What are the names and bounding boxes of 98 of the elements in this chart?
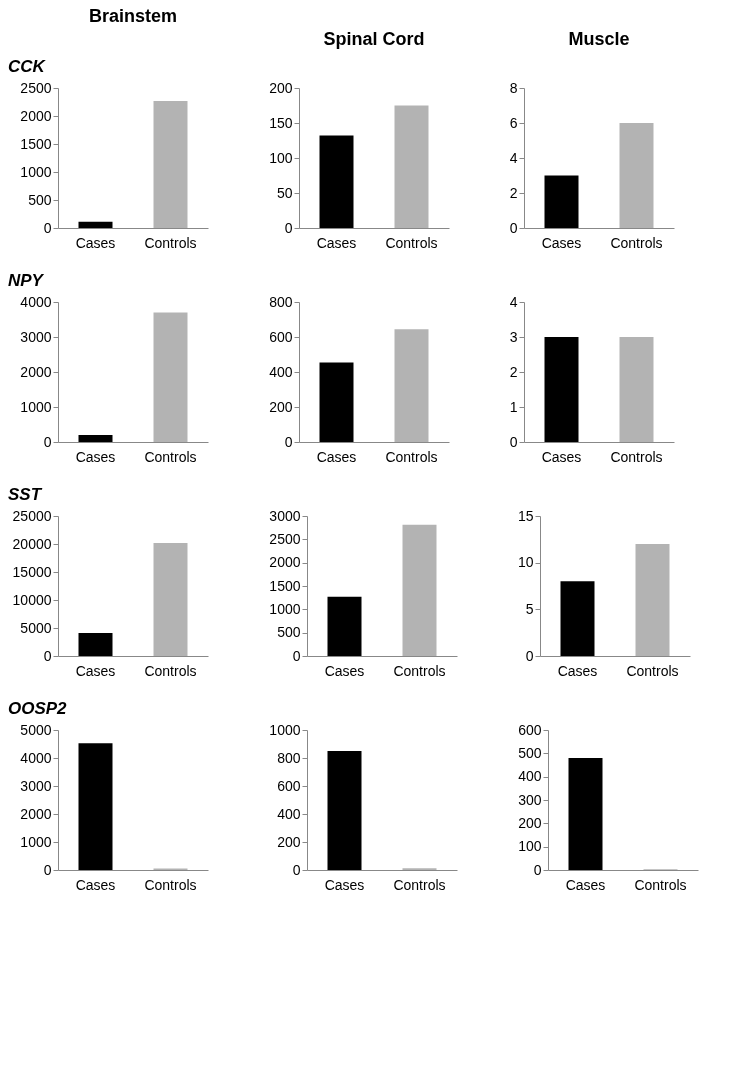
chart-subtitle: CCK [8,57,47,76]
y-tick-label: 600 [518,721,542,738]
y-tick-label: 500 [28,191,52,208]
y-tick-label: 0 [509,219,518,236]
y-tick-label: 600 [277,777,301,794]
y-tick-label: 4000 [20,749,52,766]
y-tick-label: 1 [509,398,518,415]
y-tick-label: 500 [518,744,542,761]
y-tick-label: 800 [269,293,293,310]
x-tick-label: Controls [385,448,438,465]
y-tick-label: 400 [269,363,293,380]
y-tick-label: 2000 [269,554,301,571]
y-tick-label: 200 [277,833,301,850]
x-tick-label: Cases [75,876,116,893]
x-tick-label: Cases [541,448,582,465]
y-tick-label: 8 [509,79,518,96]
y-tick-label: 0 [533,861,542,878]
x-tick-label: Controls [634,876,687,893]
y-tick-label: 3 [509,328,518,345]
y-tick-label: 0 [43,219,52,236]
y-tick-label: 25000 [12,507,52,524]
y-tick-label: 150 [269,114,293,131]
y-tick-label: 5000 [20,721,52,738]
y-tick-label: 2000 [20,805,52,822]
y-tick-label: 200 [269,79,293,96]
y-tick-label: 15 [517,507,534,524]
x-tick-label: Controls [626,662,679,679]
y-tick-label: 0 [292,861,301,878]
y-tick-label: 3000 [269,507,301,524]
y-tick-label: 2 [509,184,518,201]
y-tick-label: 10000 [12,591,52,608]
x-tick-label: Controls [144,448,197,465]
chart-subtitle: SST [8,485,43,504]
y-tick-label: 300 [518,791,542,808]
x-tick-label: Cases [75,234,116,251]
y-tick-label: 10 [517,554,534,571]
x-tick-label: Cases [316,448,357,465]
x-tick-label: Cases [565,876,606,893]
y-tick-label: 5 [525,600,534,617]
y-tick-label: 1500 [269,577,301,594]
y-tick-label: 600 [269,328,293,345]
y-tick-label: 1500 [20,135,52,152]
y-tick-label: 3000 [20,777,52,794]
x-tick-label: Controls [144,876,197,893]
x-tick-label: Cases [75,662,116,679]
chart-title: Brainstem [88,6,178,26]
x-tick-label: Controls [144,662,197,679]
x-tick-label: Controls [144,234,197,251]
y-tick-label: 2000 [20,363,52,380]
y-tick-label: 2 [509,363,518,380]
x-tick-label: Controls [610,448,663,465]
x-tick-label: Cases [324,662,365,679]
y-tick-label: 400 [518,768,542,785]
y-tick-label: 0 [509,433,518,450]
x-tick-label: Cases [541,234,582,251]
y-tick-label: 2500 [269,530,301,547]
y-tick-label: 0 [43,647,52,664]
y-tick-label: 200 [518,814,542,831]
y-tick-label: 500 [277,624,301,641]
x-tick-label: Controls [385,234,438,251]
y-tick-label: 2000 [20,107,52,124]
y-tick-label: 15000 [12,563,52,580]
x-tick-label: Controls [610,234,663,251]
y-tick-label: 4 [509,149,518,166]
x-tick-label: Cases [75,448,116,465]
y-tick-label: 400 [277,805,301,822]
y-tick-label: 0 [43,433,52,450]
chart-subtitle: OOSP2 [8,699,68,718]
y-tick-label: 50 [276,184,293,201]
y-tick-label: 1000 [20,398,52,415]
y-tick-label: 800 [277,749,301,766]
y-tick-label: 5000 [20,619,52,636]
y-tick-label: 4 [509,293,518,310]
chart-subtitle: NPY [8,271,45,290]
x-tick-label: Cases [557,662,598,679]
y-tick-label: 100 [518,838,542,855]
y-tick-label: 1000 [269,721,301,738]
x-tick-label: Cases [324,876,365,893]
y-tick-label: 100 [269,149,293,166]
y-tick-label: 2500 [20,79,52,96]
x-tick-label: Controls [393,876,446,893]
y-tick-label: 3000 [20,328,52,345]
y-tick-label: 0 [292,647,301,664]
chart-title: Muscle [568,29,630,49]
x-tick-label: Cases [316,234,357,251]
y-tick-label: 0 [284,219,293,236]
y-tick-label: 0 [284,433,293,450]
x-tick-label: Controls [393,662,446,679]
chart-title: Spinal Cord [323,29,425,49]
y-tick-label: 0 [525,647,534,664]
y-tick-label: 0 [43,861,52,878]
y-tick-label: 6 [509,114,518,131]
y-tick-label: 20000 [12,535,52,552]
y-tick-label: 1000 [20,163,52,180]
y-tick-label: 200 [269,398,293,415]
y-tick-label: 1000 [20,833,52,850]
y-tick-label: 1000 [269,600,301,617]
y-tick-label: 4000 [20,293,52,310]
